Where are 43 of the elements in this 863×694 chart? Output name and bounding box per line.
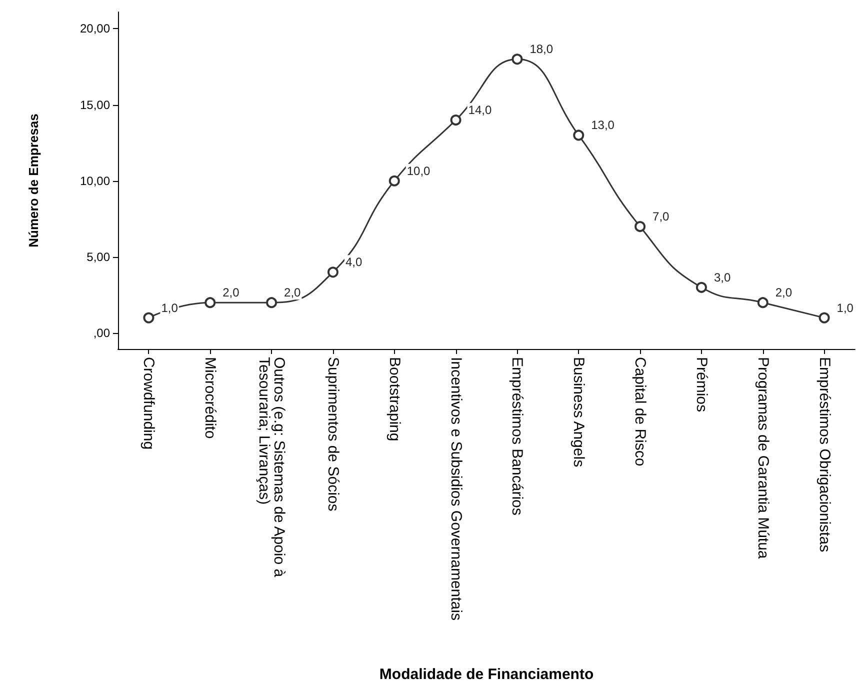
data-label: 13,0 — [591, 118, 615, 132]
y-tick-label: 20,00 — [80, 22, 110, 36]
y-tick-label: 5,00 — [86, 250, 110, 264]
x-tick-label: Prémios — [692, 357, 710, 412]
point — [757, 297, 768, 308]
point — [327, 266, 338, 278]
data-label: 14,0 — [468, 103, 492, 118]
data-label: 1,0 — [161, 300, 178, 315]
x-tick-label: Outros (e.g: Sistemas de Apoio à Tesouraria; Livranças) — [256, 357, 288, 582]
point — [143, 312, 154, 324]
x-tick-label: Capital de Risco — [632, 357, 649, 466]
x-tick-label: Suprimentos de Sócios — [324, 357, 342, 512]
x-tick-label: Incentivos e Subsidios Governamentais — [447, 357, 464, 620]
x-tick-label: Business Angels — [570, 357, 588, 468]
data-label: 1,0 — [836, 300, 854, 315]
point — [512, 54, 523, 65]
x-axis-title: Modalidade de Financiamento — [379, 666, 594, 683]
data-label: 7,0 — [652, 210, 670, 224]
y-tick-label: ,00 — [93, 326, 110, 340]
x-tick-label: Empréstimos Bancários — [508, 357, 526, 516]
data-label: 18,0 — [530, 42, 554, 56]
data-label: 2,0 — [775, 286, 792, 300]
data-label: 2,0 — [284, 286, 302, 300]
data-label: 2,0 — [222, 286, 240, 300]
y-axis-title: Número de Empresas — [26, 114, 41, 248]
data-label: 3,0 — [714, 270, 731, 284]
y-tick-label: 10,00 — [80, 174, 110, 188]
x-tick-label: Crowdfunding — [140, 357, 158, 450]
x-tick-label: Programas de Garantia Mútua — [754, 357, 772, 560]
y-tick-label: 15,00 — [80, 98, 110, 112]
point — [204, 297, 216, 308]
x-tick-label: Bootstraping — [386, 357, 403, 442]
point — [450, 114, 462, 126]
point — [388, 175, 400, 186]
point — [266, 297, 278, 308]
data-label: 4,0 — [345, 255, 362, 270]
point — [573, 130, 584, 141]
point — [818, 312, 830, 324]
point — [696, 282, 707, 293]
point — [634, 221, 646, 232]
data-label: 10,0 — [406, 164, 431, 178]
x-tick-label: Empréstimos Obrigacionistas — [816, 357, 833, 552]
x-tick-label: Microcrédito — [202, 357, 219, 439]
